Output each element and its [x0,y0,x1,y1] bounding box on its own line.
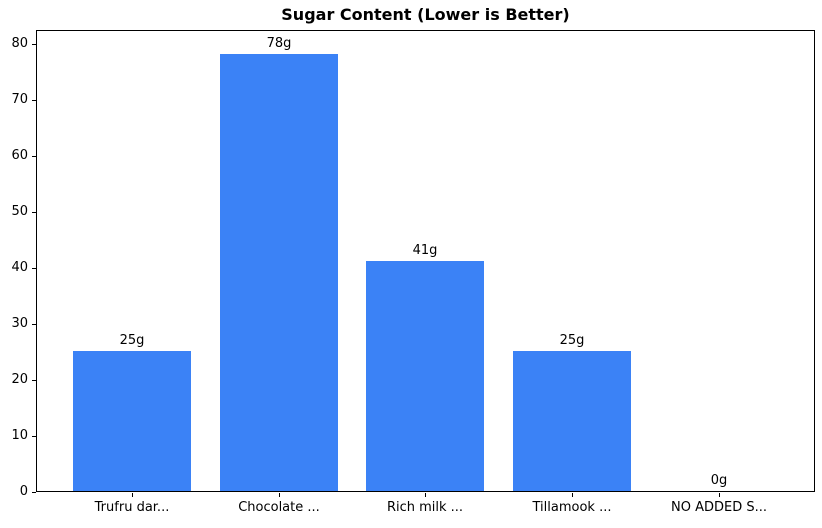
y-tick-label: 20 [11,372,28,387]
bar-value-label: 78g [266,36,292,51]
bar [73,351,191,491]
x-tick-label: Trufru dar... [94,500,170,515]
x-tick-mark [132,493,133,497]
bar-value-label: 25g [559,333,585,348]
y-tick-label: 70 [11,92,28,107]
y-tick-mark [32,324,36,325]
y-tick-mark [32,156,36,157]
y-tick-label: 60 [11,148,28,163]
x-tick-mark [572,493,573,497]
y-tick-mark [32,100,36,101]
chart-title: Sugar Content (Lower is Better) [281,5,570,24]
x-tick-label: Rich milk ... [386,500,464,515]
y-tick-label: 50 [11,204,28,219]
y-tick-mark [32,268,36,269]
x-tick-label: NO ADDED S... [670,500,767,515]
y-tick-mark [32,436,36,437]
y-tick-label: 10 [11,428,28,443]
plot-area [36,30,815,492]
y-tick-label: 30 [11,316,28,331]
x-tick-mark [719,493,720,497]
y-tick-label: 0 [19,484,28,499]
bar-value-label: 25g [119,333,145,348]
y-tick-mark [32,380,36,381]
x-tick-mark [279,493,280,497]
bar [513,351,631,491]
x-tick-label: Tillamook ... [532,500,612,515]
y-tick-label: 80 [11,36,28,51]
bar-value-label: 0g [710,473,728,488]
x-tick-mark [425,493,426,497]
x-tick-label: Chocolate ... [238,500,320,515]
y-tick-mark [32,492,36,493]
y-tick-mark [32,212,36,213]
y-tick-label: 40 [11,260,28,275]
bar [366,261,484,491]
bar-value-label: 41g [412,243,438,258]
bar [220,54,338,491]
y-tick-mark [32,44,36,45]
